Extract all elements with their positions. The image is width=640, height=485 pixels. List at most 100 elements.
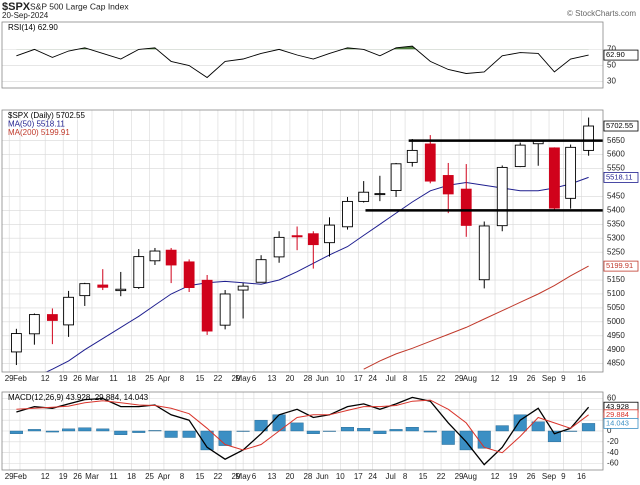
candle-body	[358, 191, 370, 202]
histogram-bar	[441, 430, 455, 445]
x-tick-label: Apr	[158, 374, 171, 383]
histogram-bar	[78, 427, 92, 432]
x-tick-label: 19	[59, 374, 68, 383]
histogram-bar	[582, 423, 596, 432]
candle-body	[324, 224, 335, 244]
histogram-bar	[564, 430, 578, 432]
histogram-bar	[254, 419, 268, 432]
panel-frame	[1, 21, 604, 89]
histogram-bar	[405, 427, 419, 432]
x-tick-label: 17	[354, 374, 363, 383]
candle-body	[201, 279, 213, 332]
histogram-bar	[96, 428, 110, 432]
y-tick-label: 0	[607, 426, 612, 435]
x-tick-label: Feb	[13, 374, 27, 383]
value-badge-label: 5702.55	[606, 121, 633, 130]
x-tick-label: 28	[303, 472, 312, 481]
value-badge-label: 5518.11	[606, 172, 633, 181]
candle-body	[374, 193, 386, 196]
panel-frame	[1, 391, 604, 471]
histogram-bar	[114, 430, 128, 435]
candle-body	[307, 233, 319, 246]
panel	[2, 392, 603, 470]
panel	[2, 110, 603, 372]
x-tick-label: Jul	[386, 374, 396, 383]
x-tick-label: 9	[561, 374, 566, 383]
histogram-bar	[531, 421, 545, 432]
candle-body	[273, 236, 285, 258]
credit: © StockCharts.com	[567, 9, 636, 18]
x-tick-label: Jun	[316, 374, 329, 383]
value-badge-label: 29.884	[606, 410, 629, 419]
y-tick-label: 5050	[607, 303, 625, 312]
rsi-line	[16, 45, 589, 79]
x-tick-label: 15	[195, 374, 204, 383]
x-tick-label: 6	[252, 374, 257, 383]
histogram-bar	[9, 430, 23, 434]
value-badge-label: 62.90	[606, 50, 625, 59]
candle-body	[46, 314, 58, 321]
panel	[2, 45, 603, 82]
x-tick-label: 24	[368, 472, 377, 481]
candle-body	[79, 283, 91, 297]
y-tick-label: 5650	[607, 136, 625, 145]
y-tick-label: 5300	[607, 233, 625, 242]
x-tick-label: 8	[180, 374, 185, 383]
histogram-bar	[62, 428, 76, 432]
x-tick-label: Feb	[13, 472, 27, 481]
candle-body	[219, 293, 231, 326]
value-badge	[603, 417, 639, 429]
x-tick-label: 26	[527, 374, 536, 383]
symbol: $SPX	[2, 1, 31, 13]
x-tick-label: Mar	[85, 374, 99, 383]
y-tick-label: 5250	[607, 247, 625, 256]
x-tick-label: 26	[527, 472, 536, 481]
x-tick-label: 18	[127, 374, 136, 383]
x-tick-label: 22	[437, 472, 446, 481]
x-tick-label: May	[236, 374, 251, 383]
value-badge	[603, 260, 639, 272]
x-tick-label: 25	[145, 374, 154, 383]
value-badge	[603, 120, 639, 132]
value-badge-label: 14.043	[606, 418, 629, 427]
y-tick-label: 5600	[607, 150, 625, 159]
y-tick-label: 70	[607, 44, 616, 53]
x-tick-label: 8	[403, 374, 408, 383]
x-tick-label: 6	[252, 472, 257, 481]
x-tick-label: 19	[509, 472, 518, 481]
x-tick-label: Apr	[158, 472, 171, 481]
x-tick-label: 15	[419, 472, 428, 481]
y-tick-label: 50	[607, 61, 616, 70]
y-tick-label: 5150	[607, 275, 625, 284]
x-tick-label: 11	[109, 374, 118, 383]
candle-body	[442, 175, 454, 195]
x-tick-label: 12	[491, 374, 500, 383]
x-tick-label: 9	[561, 472, 566, 481]
legend-entry: $SPX (Daily) 5702.55	[8, 111, 85, 120]
value-badge	[603, 49, 639, 61]
x-tick-label: 18	[127, 472, 136, 481]
candle-body	[255, 259, 267, 283]
histogram-bar	[45, 430, 59, 433]
candle-body	[342, 200, 353, 228]
y-tick-label: -60	[607, 459, 619, 468]
histogram-bar	[389, 429, 403, 432]
x-tick-label: Sep	[542, 472, 557, 481]
candle-body	[291, 235, 303, 238]
x-tick-label: 13	[267, 472, 276, 481]
x-tick-label: 29	[231, 472, 240, 481]
y-tick-label: 5400	[607, 205, 625, 214]
histogram-bar	[357, 428, 371, 432]
x-tick-label: 17	[354, 472, 363, 481]
candle-body	[237, 285, 249, 291]
x-tick-label: 29	[455, 374, 464, 383]
candle-body	[390, 163, 402, 192]
moving-average	[45, 176, 589, 372]
candle-body	[133, 256, 145, 288]
legend-entry: MA(50) 5518.11	[8, 120, 65, 129]
y-tick-label: -40	[607, 448, 619, 457]
y-tick-label: 5000	[607, 317, 625, 326]
candle-body	[165, 249, 177, 266]
y-tick-label: 5550	[607, 164, 625, 173]
